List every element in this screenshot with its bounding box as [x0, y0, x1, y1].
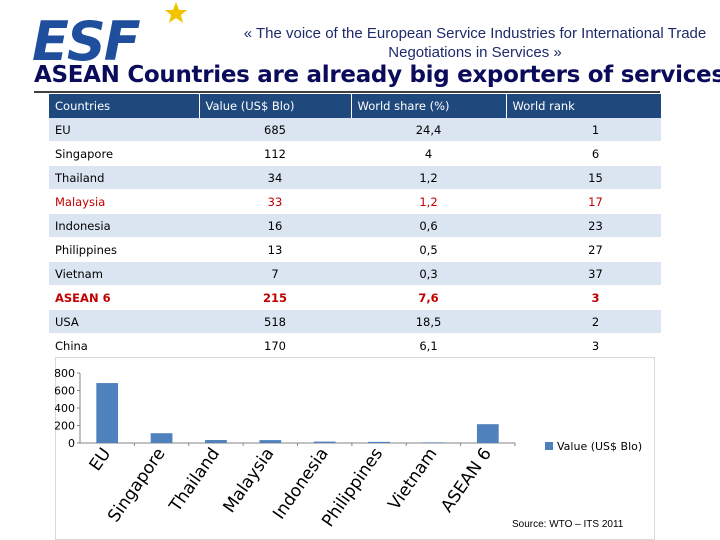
table-row: Singapore 112 4 6	[49, 141, 661, 166]
cell-value: 13	[199, 237, 351, 262]
cell-value: 518	[199, 309, 351, 334]
cell-country: USA	[49, 309, 199, 334]
column-header-rank: World rank	[506, 94, 662, 118]
cell-share: 4	[351, 141, 506, 166]
star-icon	[165, 2, 187, 23]
cell-value: 34	[199, 165, 351, 190]
table-row: Malaysia 33 1,2 17	[49, 189, 661, 214]
bar-indonesia	[313, 441, 336, 443]
y-tick-label: 200	[55, 420, 75, 433]
cell-rank: 1	[506, 118, 661, 142]
logo-text: ESF	[32, 10, 141, 68]
cell-rank: 17	[506, 189, 661, 214]
table-row: China 170 6,1 3	[49, 333, 661, 358]
cell-country: EU	[49, 118, 199, 142]
cell-rank: 6	[506, 141, 661, 166]
bar-vietnam	[422, 442, 445, 443]
title-underline	[34, 91, 660, 93]
exports-table: Countries Value (US$ Blo) World share (%…	[49, 94, 662, 358]
cell-rank: 27	[506, 237, 661, 262]
table-row: USA 518 18,5 2	[49, 309, 661, 334]
cell-country: Philippines	[49, 237, 199, 262]
page-title: ASEAN Countries are already big exporter…	[34, 62, 720, 88]
table-row: EU 685 24,4 1	[49, 118, 661, 142]
cell-share: 6,1	[351, 333, 506, 358]
y-tick-label: 400	[55, 402, 75, 415]
cell-rank: 37	[506, 261, 661, 286]
cell-value: 7	[199, 261, 351, 286]
cell-value: 16	[199, 213, 351, 238]
cell-rank: 15	[506, 165, 661, 190]
cell-country: Vietnam	[49, 261, 199, 286]
legend-swatch	[545, 442, 553, 450]
esf-logo: ESF	[30, 2, 190, 73]
cell-rank: 3	[506, 333, 661, 358]
table-row: Thailand 34 1,2 15	[49, 165, 661, 190]
cell-share: 18,5	[351, 309, 506, 334]
cell-value: 685	[199, 118, 351, 142]
column-header-share: World share (%)	[351, 94, 507, 118]
column-header-value: Value (US$ Blo)	[199, 94, 352, 118]
chart-frame	[55, 357, 655, 540]
column-header-countries: Countries	[49, 94, 200, 118]
cell-share: 24,4	[351, 118, 506, 142]
cell-country: ASEAN 6	[49, 285, 199, 310]
cell-rank: 23	[506, 213, 661, 238]
cell-share: 7,6	[351, 285, 506, 310]
source-note: Source: WTO – ITS 2011	[512, 519, 624, 530]
cell-share: 1,2	[351, 165, 506, 190]
cell-country: Thailand	[49, 165, 199, 190]
bar-eu	[96, 383, 119, 443]
cell-country: Singapore	[49, 141, 199, 166]
table-row: Philippines 13 0,5 27	[49, 237, 661, 262]
cell-value: 112	[199, 141, 351, 166]
bar-malaysia	[259, 440, 282, 443]
cell-value: 215	[199, 285, 351, 310]
cell-rank: 2	[506, 309, 661, 334]
cell-share: 0,5	[351, 237, 506, 262]
cell-rank: 3	[506, 285, 661, 310]
bar-chart: 0200400600800EUSingaporeThailandMalaysia…	[55, 357, 655, 540]
y-tick-label: 0	[68, 437, 75, 450]
cell-value: 170	[199, 333, 351, 358]
bar-thailand	[205, 440, 227, 443]
cell-value: 33	[199, 189, 351, 214]
table-row: Indonesia 16 0,6 23	[49, 213, 661, 238]
cell-share: 0,3	[351, 261, 506, 286]
bar-philippines	[368, 441, 390, 443]
table-row: ASEAN 6 215 7,6 3	[49, 285, 661, 310]
bar-asean-6	[476, 424, 499, 443]
y-tick-label: 600	[55, 385, 75, 398]
table-header-row: Countries Value (US$ Blo) World share (%…	[49, 94, 662, 118]
legend-label: Value (US$ Blo)	[557, 440, 642, 453]
bar-singapore	[150, 433, 173, 443]
cell-country: Malaysia	[49, 189, 199, 214]
cell-country: China	[49, 333, 199, 358]
cell-country: Indonesia	[49, 213, 199, 238]
cell-share: 0,6	[351, 213, 506, 238]
y-tick-label: 800	[55, 367, 75, 380]
cell-share: 1,2	[351, 189, 506, 214]
table-body: EU 685 24,4 1 Singapore 112 4 6 Thailand 34 1,2 15 M…	[49, 118, 661, 358]
tagline: « The voice of the European Service Indu…	[243, 25, 707, 61]
table-row: Vietnam 7 0,3 37	[49, 261, 661, 286]
